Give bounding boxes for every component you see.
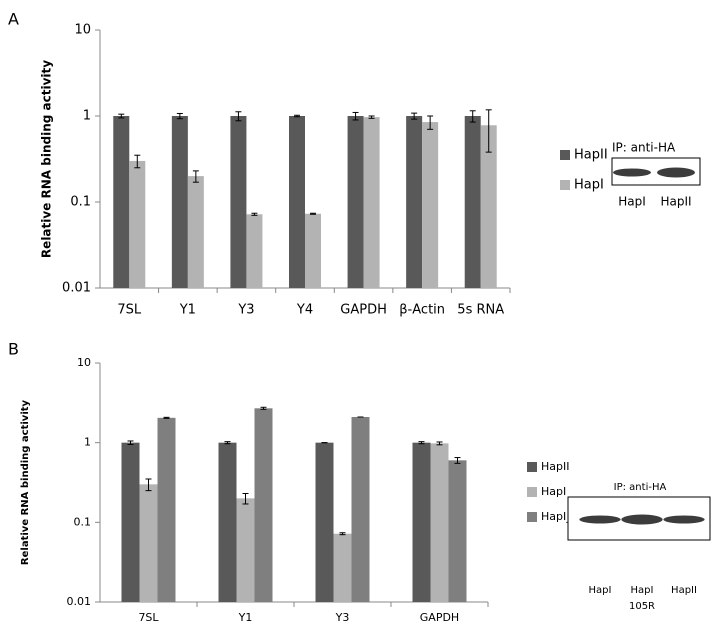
bar — [129, 160, 146, 288]
bar — [171, 116, 188, 288]
bar — [230, 116, 247, 288]
bar — [246, 214, 263, 288]
blot-band — [621, 514, 663, 525]
legend-label: HapII — [541, 460, 569, 473]
x-tick-label: GAPDH — [420, 611, 459, 624]
error-bar — [134, 154, 141, 169]
error-bar — [251, 212, 258, 216]
x-tick-label: Y4 — [296, 303, 313, 318]
legend-swatch — [527, 462, 537, 472]
x-tick-label: GAPDH — [340, 303, 387, 318]
error-bar — [469, 110, 476, 123]
legend-swatch — [527, 512, 537, 522]
blot-band — [657, 167, 695, 178]
x-tick-label: 7SL — [117, 303, 142, 318]
x-tick-label: Y3 — [237, 303, 254, 318]
bar — [430, 443, 449, 602]
error-bar — [436, 441, 443, 446]
bar — [347, 116, 364, 288]
bar — [480, 125, 497, 288]
bar — [464, 116, 481, 288]
blot-band — [579, 515, 621, 524]
error-bar — [339, 532, 346, 536]
error-bar — [294, 114, 300, 118]
blot-lane-label: 105R — [629, 601, 655, 612]
bar — [139, 484, 158, 602]
y-tick-label: 1 — [83, 109, 91, 124]
error-bar — [368, 115, 375, 119]
error-bar — [192, 170, 199, 183]
legend-label: HapII — [574, 148, 608, 163]
bar — [121, 442, 140, 602]
y-tick-label: 0.1 — [70, 195, 91, 210]
y-tick-label: 0.01 — [67, 595, 92, 608]
error-bar — [176, 112, 183, 120]
bar — [412, 442, 431, 602]
bar — [406, 116, 423, 288]
error-bar — [163, 416, 170, 419]
y-tick-label: 0.1 — [74, 515, 92, 528]
bar — [218, 442, 237, 602]
error-bar — [352, 111, 359, 121]
legend-label: HapI — [574, 178, 604, 193]
y-axis-label: Relative RNA binding activity — [20, 399, 31, 565]
error-bar — [418, 441, 425, 445]
bar — [157, 417, 176, 602]
bar — [333, 533, 352, 602]
y-tick-label: 10 — [77, 356, 91, 369]
blot-band — [613, 168, 651, 177]
blot-title: IP: anti-HA — [614, 482, 667, 493]
x-tick-label: Y1 — [179, 303, 196, 318]
error-bar — [235, 111, 242, 122]
legend-swatch — [560, 150, 570, 160]
blot-lane-label: HapI — [631, 585, 654, 596]
bar — [315, 442, 334, 602]
blot-title: IP: anti-HA — [612, 141, 676, 155]
error-bar — [485, 109, 492, 153]
panel-label: B — [8, 340, 19, 359]
error-bar — [411, 112, 418, 120]
blot-band — [663, 515, 705, 524]
error-bar — [427, 115, 434, 130]
error-bar — [242, 493, 249, 505]
bar — [289, 116, 305, 288]
bar — [363, 117, 380, 288]
y-tick-label: 1 — [84, 436, 91, 449]
error-bar — [118, 113, 125, 119]
y-axis-label: Relative RNA binding activity — [40, 60, 54, 258]
error-bar — [454, 457, 461, 464]
blot-lane-label: HapI — [589, 585, 612, 596]
blot-lane-label: HapII — [671, 585, 697, 596]
bar — [187, 176, 204, 288]
x-tick-label: 7SL — [138, 611, 159, 624]
bar — [113, 116, 130, 288]
bar — [236, 498, 255, 602]
error-bar — [145, 478, 152, 492]
blot-lane-label: HapI — [618, 195, 646, 209]
x-tick-label: Y1 — [238, 611, 253, 624]
panel-label: A — [8, 10, 19, 29]
x-tick-label: 5s RNA — [457, 303, 504, 318]
x-tick-label: β-Actin — [399, 303, 445, 318]
legend-label: HapI — [541, 485, 566, 498]
legend-swatch — [560, 180, 570, 190]
error-bar — [224, 441, 231, 445]
legend-swatch — [527, 487, 537, 497]
bar — [422, 122, 439, 288]
error-bar — [310, 212, 316, 215]
y-tick-label: 10 — [74, 23, 91, 38]
error-bar — [127, 440, 134, 445]
x-tick-label: Y3 — [335, 611, 350, 624]
error-bar — [260, 406, 267, 410]
bar — [305, 213, 321, 288]
bar — [254, 408, 273, 602]
bar — [448, 460, 467, 602]
blot-lane-label: HapII — [660, 195, 691, 209]
y-tick-label: 0.01 — [62, 281, 91, 296]
bar — [351, 416, 370, 602]
